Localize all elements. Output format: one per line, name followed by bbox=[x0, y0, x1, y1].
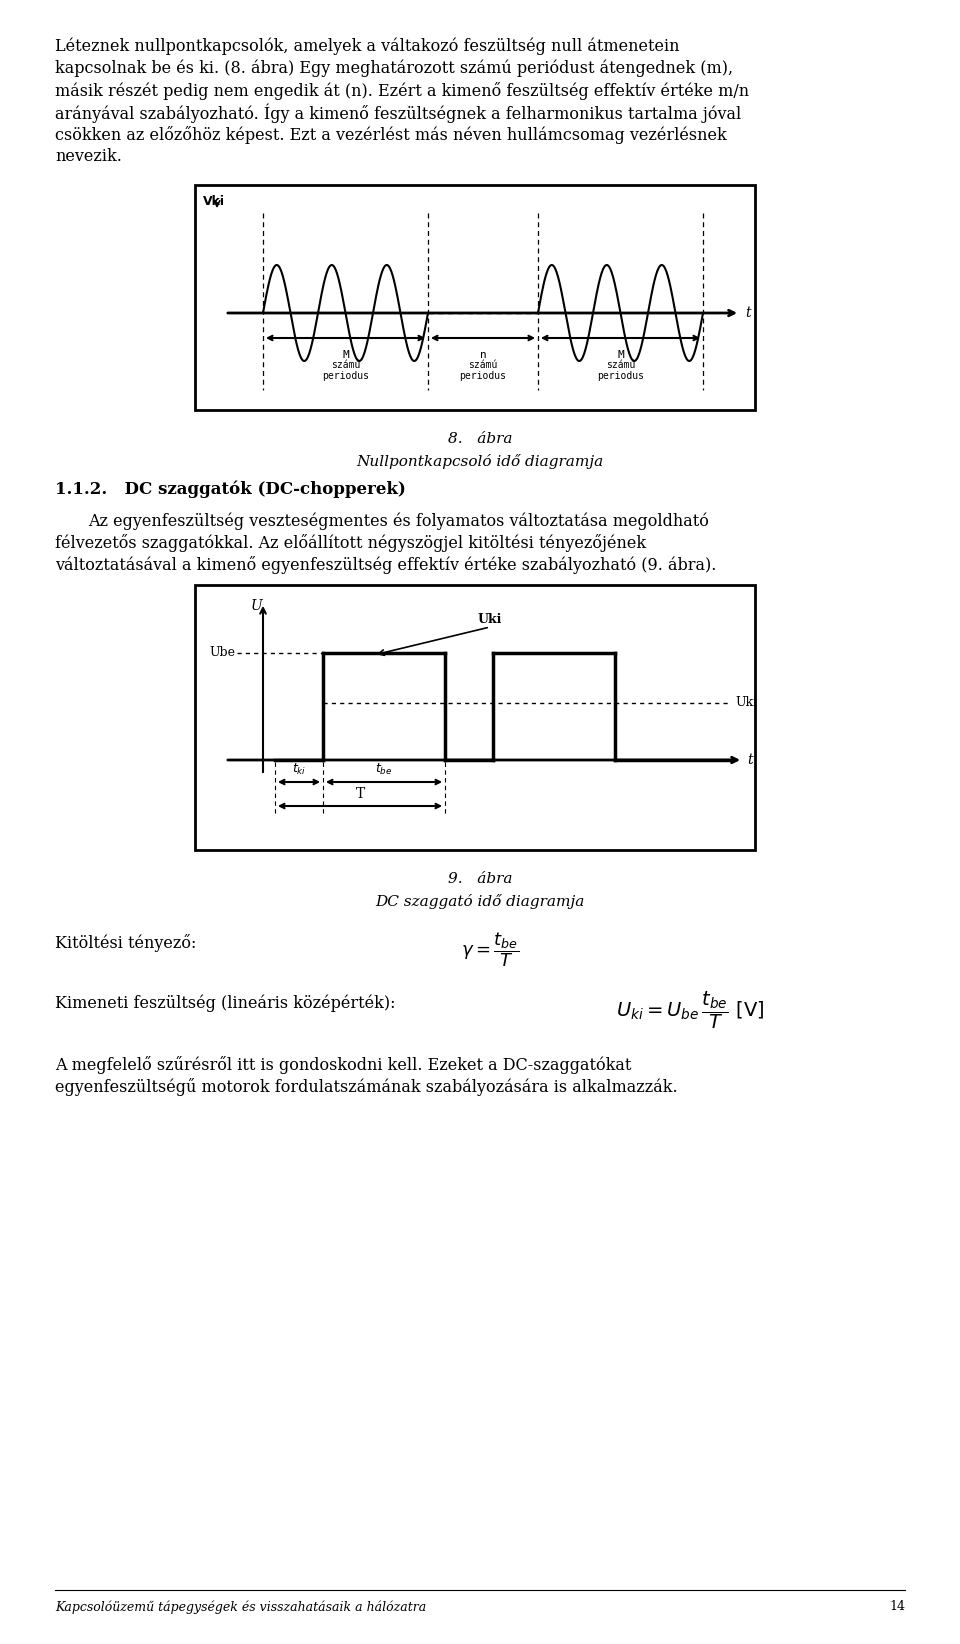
Text: $t_{be}$: $t_{be}$ bbox=[375, 761, 393, 778]
Text: DC szaggató idő diagramja: DC szaggató idő diagramja bbox=[375, 894, 585, 909]
Text: számú: számú bbox=[331, 360, 360, 370]
Text: arányával szabályozható. Így a kimenő feszültségnek a felharmonikus tartalma jóv: arányával szabályozható. Így a kimenő fe… bbox=[55, 104, 741, 123]
Text: 1.1.2.   DC szaggatók (DC-chopperek): 1.1.2. DC szaggatók (DC-chopperek) bbox=[55, 480, 406, 498]
Text: 9.   ábra: 9. ábra bbox=[447, 871, 513, 886]
Text: t: t bbox=[745, 306, 751, 321]
Text: számú: számú bbox=[606, 360, 636, 370]
Text: M: M bbox=[342, 350, 348, 360]
Text: Az egyenfeszültség veszteségmentes és folyamatos változtatása megoldható: Az egyenfeszültség veszteségmentes és fo… bbox=[88, 511, 708, 529]
Text: Ube: Ube bbox=[209, 646, 235, 659]
Text: Uki: Uki bbox=[478, 613, 502, 626]
Text: változtatásával a kimenő egyenfeszültség effektív értéke szabályozható (9. ábra): változtatásával a kimenő egyenfeszültség… bbox=[55, 556, 716, 574]
Text: 8.   ábra: 8. ábra bbox=[447, 432, 513, 446]
Text: t: t bbox=[747, 753, 753, 768]
Text: nevezik.: nevezik. bbox=[55, 148, 122, 164]
Text: másik részét pedig nem engedik át (n). Ezért a kimenő feszültség effektív értéke: másik részét pedig nem engedik át (n). E… bbox=[55, 82, 749, 100]
Text: csökken az előzőhöz képest. Ezt a vezérlést más néven hullámcsomag vezérlésnek: csökken az előzőhöz képest. Ezt a vezérl… bbox=[55, 127, 727, 145]
Text: M: M bbox=[617, 350, 624, 360]
Text: n: n bbox=[480, 350, 487, 360]
Text: Kitöltési tényező:: Kitöltési tényező: bbox=[55, 934, 197, 952]
Text: periodus: periodus bbox=[322, 372, 369, 381]
Text: egyenfeszültségű motorok fordulatszámának szabályozására is alkalmazzák.: egyenfeszültségű motorok fordulatszámána… bbox=[55, 1078, 678, 1097]
Text: Kimeneti feszültség (lineáris középérték):: Kimeneti feszültség (lineáris középérték… bbox=[55, 995, 396, 1011]
Text: Uki: Uki bbox=[735, 697, 757, 710]
Text: félvezetős szaggatókkal. Az előállított négyszögjel kitöltési tényezőjének: félvezetős szaggatókkal. Az előállított … bbox=[55, 534, 646, 552]
Text: A megfelelő szűrésről itt is gondoskodni kell. Ezeket a DC-szaggatókat: A megfelelő szűrésről itt is gondoskodni… bbox=[55, 1055, 632, 1074]
Text: $t_{ki}$: $t_{ki}$ bbox=[292, 761, 306, 778]
Text: periodus: periodus bbox=[460, 372, 507, 381]
Text: Nullpontkapcsoló idő diagramja: Nullpontkapcsoló idő diagramja bbox=[356, 454, 604, 469]
Text: Vki: Vki bbox=[203, 196, 225, 209]
Text: U: U bbox=[252, 598, 263, 613]
Text: 14: 14 bbox=[889, 1600, 905, 1613]
Text: számú: számú bbox=[468, 360, 497, 370]
Text: Léteznek nullpontkapcsolók, amelyek a váltakozó feszültség null átmenetein: Léteznek nullpontkapcsolók, amelyek a vá… bbox=[55, 38, 680, 56]
Bar bbox=[195, 585, 755, 850]
Text: T: T bbox=[355, 787, 365, 801]
Text: periodus: periodus bbox=[597, 372, 644, 381]
Text: $\gamma = \dfrac{t_{be}}{T}$: $\gamma = \dfrac{t_{be}}{T}$ bbox=[461, 931, 519, 968]
Bar bbox=[195, 186, 755, 409]
Text: kapcsolnak be és ki. (8. ábra) Egy meghatározott számú periódust átengednek (m),: kapcsolnak be és ki. (8. ábra) Egy megha… bbox=[55, 59, 733, 77]
Text: $U_{ki} = U_{be}\,\dfrac{t_{be}}{T}\ \mathrm{[V]}$: $U_{ki} = U_{be}\,\dfrac{t_{be}}{T}\ \ma… bbox=[615, 990, 764, 1031]
Text: Kapcsolóüzemű tápegységek és visszahatásaik a hálózatra: Kapcsolóüzemű tápegységek és visszahatás… bbox=[55, 1600, 426, 1613]
